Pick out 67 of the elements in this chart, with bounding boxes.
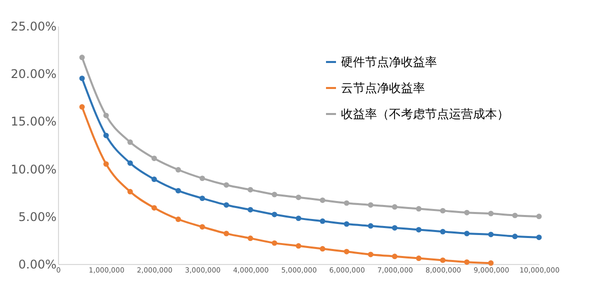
y-tick-label: 15.00% (10, 114, 56, 129)
y-tick-label: 0.00% (18, 258, 56, 272)
y-tick-label: 5.00% (18, 210, 56, 224)
point (464, 230, 470, 236)
point (320, 197, 326, 203)
point (151, 205, 157, 211)
point (464, 210, 470, 216)
point (536, 214, 542, 220)
point (103, 161, 109, 167)
legend-label: 硬件节点净收益率 (341, 55, 437, 69)
point (416, 256, 422, 262)
point (79, 76, 85, 82)
point (200, 224, 206, 230)
point (296, 243, 302, 249)
point (176, 216, 181, 222)
point (248, 187, 254, 192)
point (127, 160, 133, 166)
point (224, 202, 230, 208)
point (224, 230, 230, 236)
point (151, 176, 157, 182)
point (320, 218, 326, 224)
point (200, 196, 206, 202)
point (176, 167, 181, 172)
point (392, 254, 398, 260)
point (440, 228, 446, 234)
legend-label: 收益率（不考虑节点运营成本） (341, 107, 509, 121)
point (392, 204, 398, 210)
point (79, 54, 85, 60)
point (272, 240, 278, 246)
point (488, 260, 494, 266)
point (320, 246, 326, 252)
point (368, 202, 374, 208)
y-tick-label: 25.00% (10, 20, 56, 34)
point (79, 104, 85, 110)
point (127, 188, 133, 194)
point (344, 221, 350, 227)
point (272, 212, 278, 218)
point (416, 206, 422, 212)
legend-label: 云节点净收益率 (341, 81, 425, 95)
point (440, 257, 446, 263)
point (272, 192, 278, 198)
point (416, 226, 422, 232)
point (103, 132, 109, 138)
y-tick-label: 10.00% (10, 162, 56, 176)
point (248, 236, 254, 242)
y-tick-label: 20.00% (10, 67, 56, 82)
point (344, 248, 350, 254)
point (488, 232, 494, 238)
point (368, 223, 374, 229)
point (296, 216, 302, 222)
point (344, 200, 350, 206)
point (296, 194, 302, 200)
point (224, 182, 230, 188)
point (248, 207, 254, 212)
point (512, 212, 518, 218)
point (488, 210, 494, 216)
point (392, 225, 398, 231)
point (512, 234, 518, 240)
point (464, 259, 470, 265)
point (536, 234, 542, 240)
point (103, 112, 109, 118)
point (127, 139, 133, 145)
point (200, 176, 206, 182)
point (151, 156, 157, 162)
point (440, 208, 446, 214)
point (176, 188, 181, 194)
point (368, 252, 374, 258)
